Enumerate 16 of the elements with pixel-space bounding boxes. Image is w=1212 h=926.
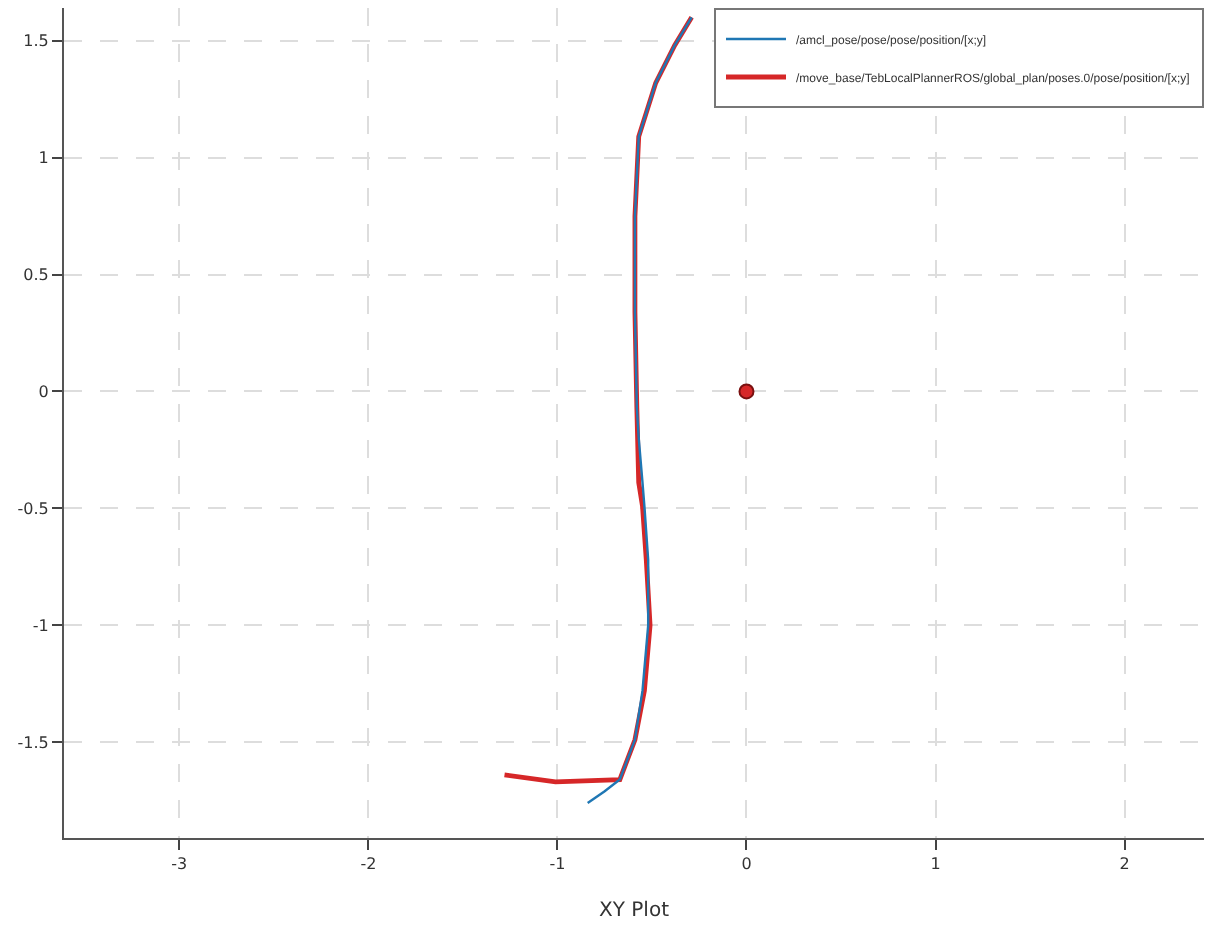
line-series: [586, 16, 693, 805]
x-tick-label: 0: [741, 855, 752, 874]
y-tick-label: -1.5: [17, 733, 49, 752]
y-tick-label: 1.5: [23, 32, 49, 51]
x-tick-label: -3: [171, 855, 188, 874]
x-tick-label: 1: [930, 855, 941, 874]
y-tick-label: 1: [38, 149, 49, 168]
line-series: [502, 14, 695, 785]
x-tick-label: 2: [1119, 855, 1130, 874]
x-tick-label: -1: [549, 855, 566, 874]
y-tick-label: 0.5: [23, 266, 49, 285]
y-tick-label: 0: [38, 383, 49, 402]
x-tick-label: -2: [360, 855, 377, 874]
y-tick-label: -0.5: [17, 499, 49, 518]
y-tick-label: -1: [32, 616, 49, 635]
x-axis-title: XY Plot: [599, 900, 670, 923]
